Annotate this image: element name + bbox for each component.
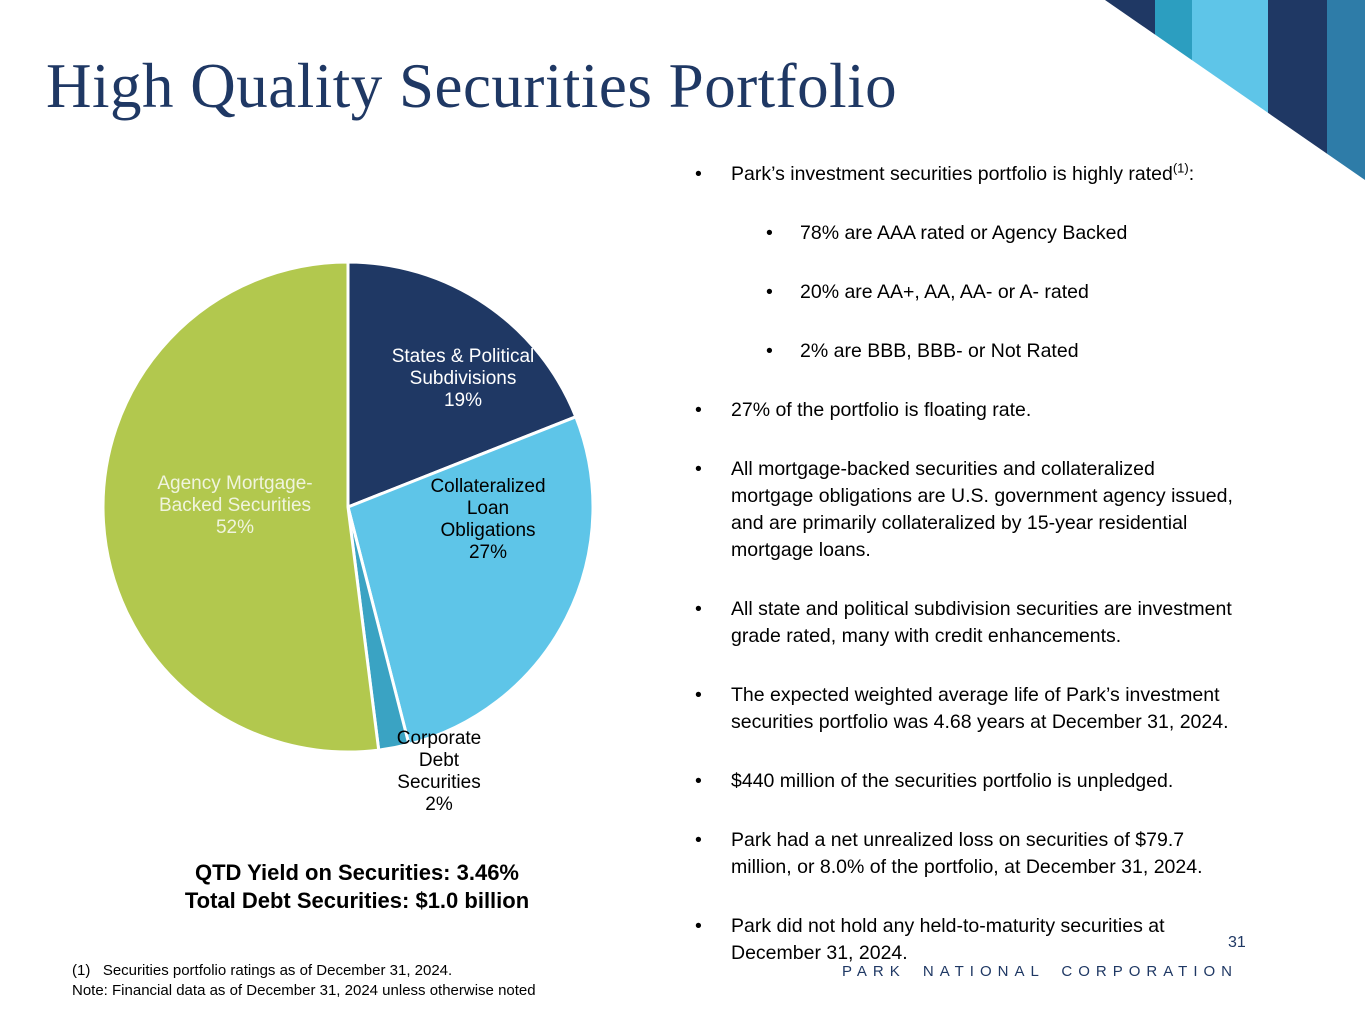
bullet-text: All mortgage-backed securities and colla…: [731, 458, 1233, 561]
bullet-dot: •: [695, 684, 702, 706]
pie-slice-4: [101, 260, 381, 754]
bullet-item: • 20% are AA+, AA, AA- or A- rated: [695, 279, 1350, 306]
bullet-text: 2% are BBB, BBB- or Not Rated: [800, 340, 1079, 362]
company-footer: PARK NATIONAL CORPORATION: [842, 963, 1238, 980]
pie-label-collateralized-loan-obligations: Collateralized Loan Obligations 27%: [430, 476, 546, 563]
footnote-note: Note: Financial data as of December 31, …: [72, 982, 536, 999]
footnotes: (1) Securities portfolio ratings as of D…: [72, 961, 536, 1001]
stripe-teal: [1155, 0, 1192, 180]
bullet-dot: •: [695, 458, 702, 480]
stripe-navy-2: [1268, 0, 1327, 180]
bullet-text: Park’s investment securities portfolio i…: [731, 160, 1195, 186]
bullet-text: 27% of the portfolio is floating rate.: [731, 399, 1032, 421]
bullet-dot: •: [695, 770, 702, 792]
stripe-steelblue: [1327, 0, 1365, 180]
portfolio-stats: QTD Yield on Securities: 3.46% Total Deb…: [185, 859, 529, 915]
stripe-lightblue: [1192, 0, 1268, 180]
bullet-item: • Park did not hold any held-to-maturity …: [695, 913, 1350, 967]
bullet-item: • All mortgage-backed securities and coll…: [695, 456, 1350, 564]
footnote-reference: (1): [1172, 160, 1189, 176]
bullet-item: • 27% of the portfolio is floating rate.: [695, 397, 1350, 424]
bullet-item: • Park’s investment securities portfolio …: [695, 161, 1350, 188]
bullet-dot: •: [695, 829, 702, 851]
bullet-dot: •: [695, 915, 702, 937]
bullet-text: 20% are AA+, AA, AA- or A- rated: [800, 281, 1089, 303]
bullet-text: Park had a net unrealized loss on securi…: [731, 829, 1203, 878]
pie-slice-1: [346, 260, 578, 509]
page-number: 31: [1228, 934, 1246, 951]
bullet-text: Park did not hold any held-to-maturity s…: [731, 915, 1165, 964]
bullet-text: $440 million of the securities portfolio…: [731, 770, 1174, 792]
bullet-text: The expected weighted average life of Pa…: [731, 684, 1229, 733]
bullet-item: • All state and political subdivision sec…: [695, 596, 1350, 650]
total-debt-line: Total Debt Securities: $1.0 billion: [184, 888, 530, 913]
qtd-yield-line: QTD Yield on Securities: 3.46%: [195, 860, 519, 885]
bullet-item: • 2% are BBB, BBB- or Not Rated: [695, 338, 1350, 365]
bullet-dot: •: [695, 598, 702, 620]
bullet-item: • $440 million of the securities portfoli…: [695, 768, 1350, 795]
bullet-dot: •: [766, 281, 773, 303]
bullet-dot: •: [766, 222, 773, 244]
pie-label-corporate-debt-securities: Corporate Debt Securities 2%: [396, 728, 482, 815]
bullet-text: 78% are AAA rated or Agency Backed: [800, 222, 1128, 244]
bullet-dot: •: [766, 340, 773, 362]
corner-stripes-decoration: [1105, 0, 1365, 180]
stripe-navy-1: [1105, 0, 1155, 180]
bullet-dot: •: [695, 399, 702, 421]
bullet-item: • 78% are AAA rated or Agency Backed: [695, 220, 1350, 247]
bullet-item: • The expected weighted average life of P…: [695, 682, 1350, 736]
footnote-1: (1) Securities portfolio ratings as of D…: [72, 962, 453, 979]
bullet-item: • Park had a net unrealized loss on secur…: [695, 827, 1350, 881]
bullet-text: All state and political subdivision secu…: [731, 598, 1232, 647]
page-title: High Quality Securities Portfolio: [46, 51, 898, 121]
securities-pie-chart: [100, 259, 596, 755]
pie-label-agency-mortgage-backed-securities: Agency Mortgage- Backed Securities 52%: [157, 473, 313, 538]
bullet-list: • Park’s investment securities portfolio …: [695, 161, 1350, 999]
pie-label-states-political-subdivisions: States & Political Subdivisions 19%: [391, 346, 535, 411]
pie-slice-2: [346, 415, 595, 746]
bullet-dot: •: [695, 163, 702, 185]
